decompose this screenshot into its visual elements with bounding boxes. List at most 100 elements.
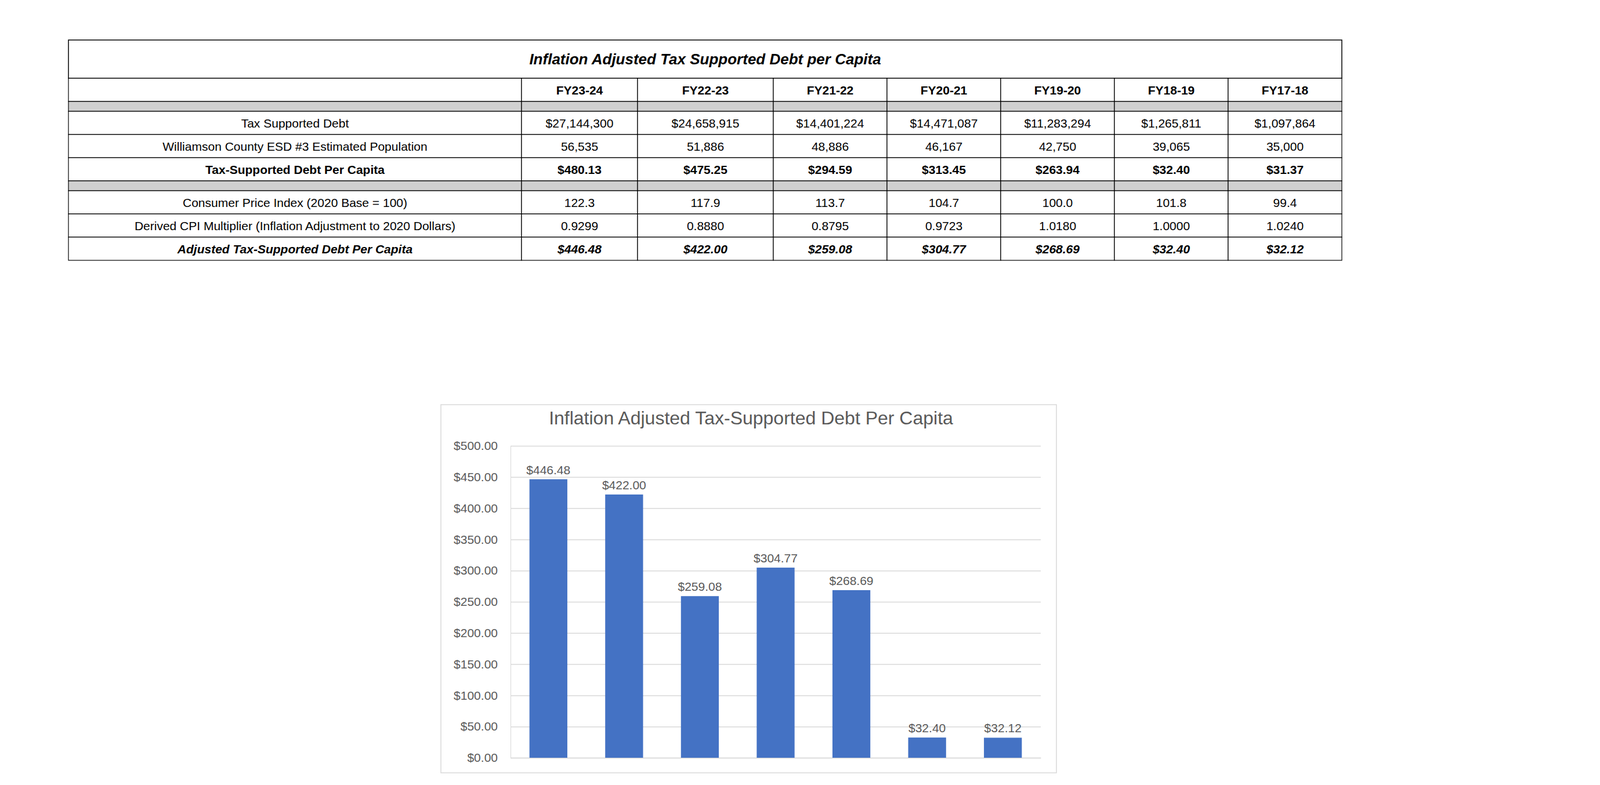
table-value: $14,401,224 bbox=[796, 116, 865, 130]
column-header: FY18-19 bbox=[1148, 83, 1196, 97]
table-separator bbox=[1228, 181, 1342, 191]
table-value: $31.37 bbox=[1266, 163, 1304, 177]
page: Inflation Adjusted Tax Supported Debt pe… bbox=[0, 0, 1600, 785]
table-header-cell bbox=[887, 78, 1001, 102]
table-cell bbox=[773, 157, 888, 182]
y-tick-label: $350.00 bbox=[453, 533, 498, 547]
table-cell bbox=[1114, 134, 1229, 158]
y-tick-label: $200.00 bbox=[453, 626, 498, 640]
table-value: 51,886 bbox=[686, 139, 725, 154]
table-separator bbox=[773, 101, 888, 112]
table-cell bbox=[521, 214, 638, 238]
y-tick-label: $300.00 bbox=[453, 563, 498, 578]
table-separator bbox=[1114, 101, 1229, 112]
y-tick: $500.00 bbox=[453, 439, 1041, 453]
table-header-cell bbox=[637, 78, 774, 102]
table-cell bbox=[1114, 214, 1229, 238]
table-cell bbox=[1228, 157, 1342, 182]
table-value: 122.3 bbox=[564, 196, 596, 210]
table-cell bbox=[521, 237, 638, 261]
table-cell bbox=[521, 190, 638, 215]
table-cell bbox=[1114, 157, 1229, 182]
table-value: 99.4 bbox=[1273, 196, 1298, 210]
bar bbox=[756, 567, 795, 759]
table-separator bbox=[887, 101, 1001, 112]
table-cell bbox=[1000, 190, 1115, 215]
grid-line bbox=[510, 508, 1041, 510]
table-value: 56,535 bbox=[560, 139, 599, 154]
y-tick-label: $100.00 bbox=[453, 689, 498, 703]
table-header-cell bbox=[1000, 78, 1115, 102]
table-cell bbox=[68, 190, 522, 215]
data-label: $304.77 bbox=[753, 551, 798, 566]
table-cell bbox=[637, 190, 774, 215]
table-cell bbox=[1000, 134, 1115, 158]
y-axis: $0.00$50.00$100.00$150.00$200.00$250.00$… bbox=[453, 439, 1041, 765]
chart: Inflation Adjusted Tax-Supported Debt Pe… bbox=[440, 404, 1057, 774]
table-cell bbox=[887, 214, 1001, 238]
table-cell bbox=[773, 214, 888, 238]
table-separator bbox=[68, 101, 522, 112]
table-value: 1.0240 bbox=[1266, 219, 1304, 233]
table-separator bbox=[773, 181, 888, 191]
table-header-cell bbox=[521, 78, 638, 102]
grid-line bbox=[510, 477, 1041, 479]
table-cell bbox=[637, 214, 774, 238]
table: Inflation Adjusted Tax Supported Debt pe… bbox=[68, 40, 1342, 261]
table-value: $14,471,087 bbox=[910, 116, 979, 130]
table-cell bbox=[637, 134, 774, 158]
data-label: $422.00 bbox=[602, 478, 647, 492]
table-cell bbox=[1114, 111, 1229, 135]
column-header: FY19-20 bbox=[1034, 83, 1082, 97]
table-value: 117.9 bbox=[690, 196, 721, 210]
table-value: 113.7 bbox=[815, 196, 846, 210]
table-cell bbox=[68, 214, 522, 238]
table-separator bbox=[1000, 181, 1115, 191]
bars bbox=[529, 479, 1023, 759]
table-separator bbox=[637, 101, 774, 112]
table-value: $11,283,294 bbox=[1023, 116, 1092, 130]
table-cell bbox=[68, 237, 522, 261]
table-value: $313.45 bbox=[921, 163, 966, 177]
y-tick-label: $500.00 bbox=[453, 439, 498, 453]
table-value: $32.12 bbox=[1265, 242, 1305, 256]
table-cell bbox=[68, 134, 522, 158]
table-header-cell bbox=[68, 78, 522, 102]
column-header: FY22-23 bbox=[682, 83, 730, 97]
data-label: $32.12 bbox=[984, 721, 1022, 736]
table-cell bbox=[887, 237, 1001, 261]
table-cell bbox=[1228, 190, 1342, 215]
column-header: FY20-21 bbox=[920, 83, 968, 97]
table-cell bbox=[773, 237, 888, 261]
table-separator bbox=[1000, 101, 1115, 112]
y-tick-label: $50.00 bbox=[460, 719, 498, 734]
table-cell bbox=[1228, 237, 1342, 261]
table-value: 101.8 bbox=[1156, 196, 1187, 210]
chart-frame bbox=[440, 404, 1057, 774]
row-label: Derived CPI Multiplier (Inflation Adjust… bbox=[134, 219, 456, 233]
table-cell bbox=[887, 134, 1001, 158]
table-value: 1.0180 bbox=[1039, 219, 1077, 233]
table-value: $480.13 bbox=[557, 163, 602, 177]
table-cell bbox=[1000, 214, 1115, 238]
table-cell bbox=[773, 190, 888, 215]
table-value: $32.40 bbox=[1152, 163, 1190, 177]
column-header: FY21-22 bbox=[806, 83, 854, 97]
table-value: 39,065 bbox=[1152, 139, 1190, 154]
table-cell bbox=[521, 134, 638, 158]
table-value: $263.94 bbox=[1035, 163, 1080, 177]
y-tick-label: $150.00 bbox=[453, 657, 498, 672]
table-cell bbox=[887, 111, 1001, 135]
grid-line bbox=[510, 446, 1041, 448]
table-cell bbox=[1228, 134, 1342, 158]
row-label: Tax Supported Debt bbox=[241, 116, 350, 130]
table-header-cell bbox=[1228, 78, 1342, 102]
table-cell bbox=[1114, 190, 1229, 215]
table-cell bbox=[887, 157, 1001, 182]
row-label: Tax-Supported Debt Per Capita bbox=[205, 163, 385, 177]
table-cell bbox=[637, 111, 774, 135]
y-tick-label: $450.00 bbox=[453, 470, 498, 484]
table-value: $446.48 bbox=[556, 242, 602, 256]
bar bbox=[832, 590, 871, 759]
table-value: $24,658,915 bbox=[671, 116, 740, 130]
